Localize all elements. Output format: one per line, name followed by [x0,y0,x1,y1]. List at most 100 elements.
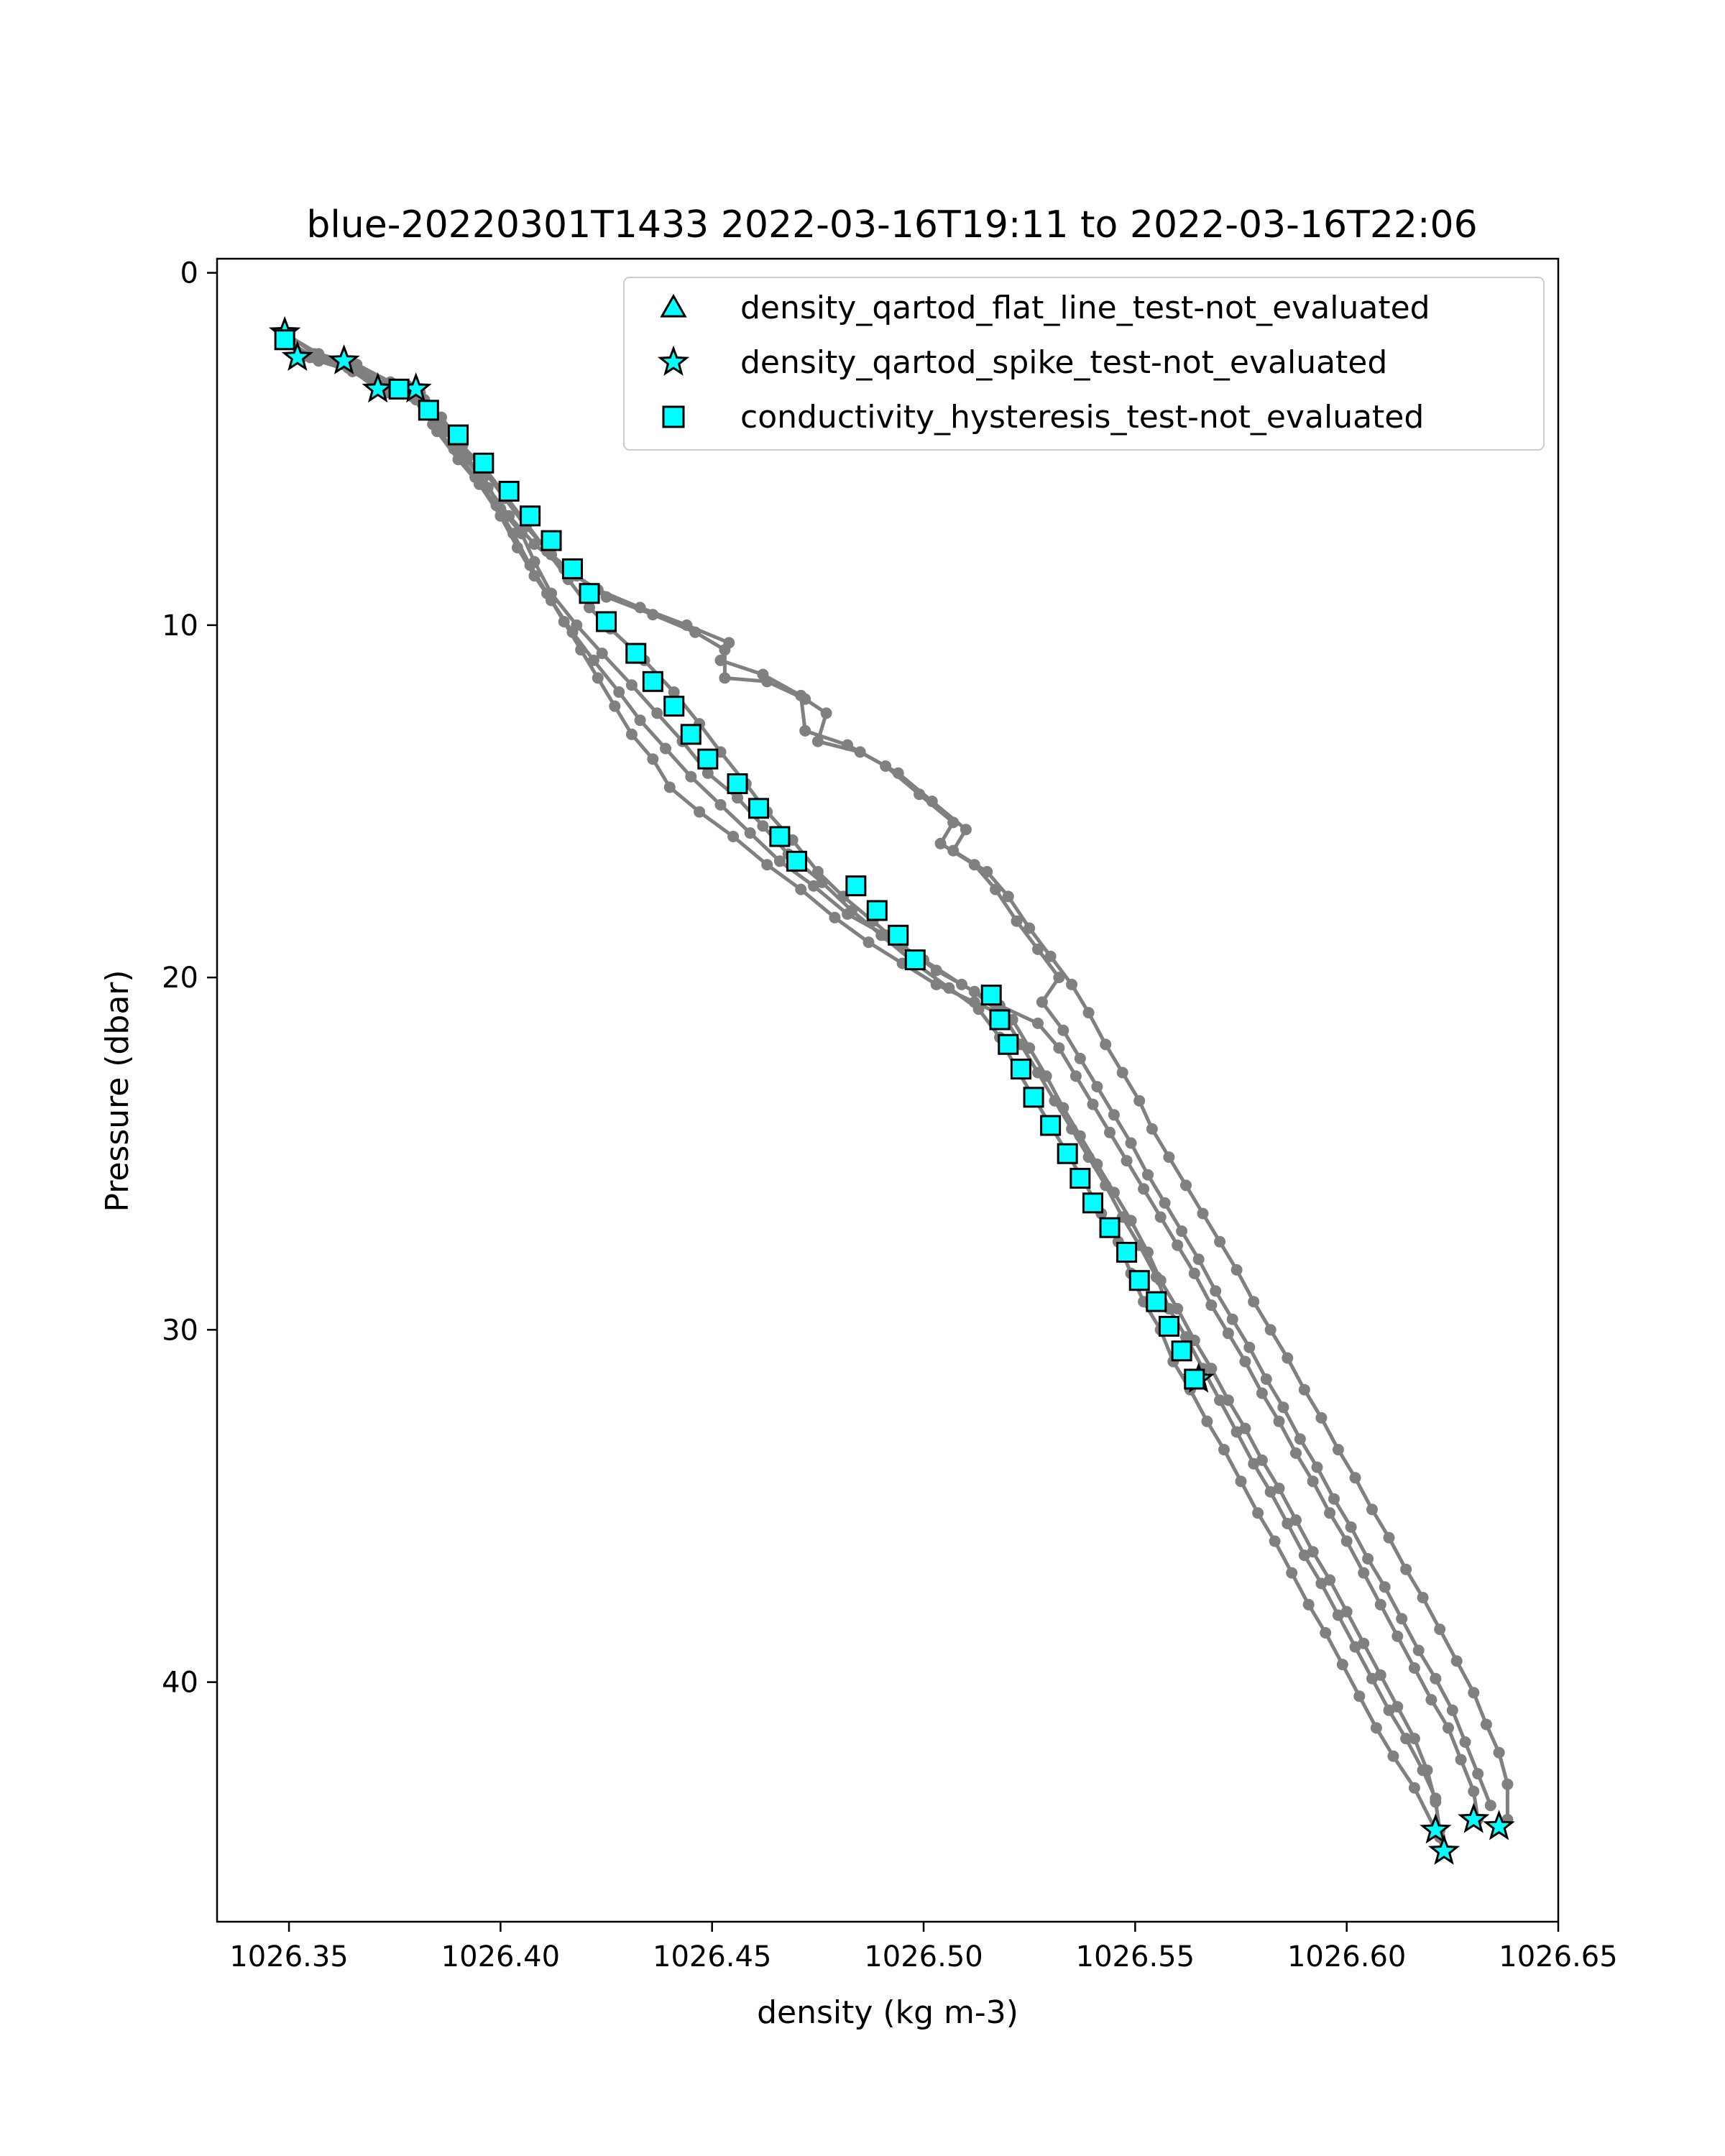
profile-point [773,855,786,867]
square-marker [866,900,888,921]
profile-point [1370,1722,1382,1734]
profile-point [1197,1207,1209,1220]
profile-point [1116,1067,1128,1079]
profile-point [609,700,621,712]
profile-point [1434,1623,1446,1636]
square-marker [625,642,647,664]
profile-lines [279,327,1514,1857]
profile-point [1192,1253,1205,1266]
profile-point [1264,1324,1276,1336]
profile-point [1159,1197,1171,1209]
profile-point [1336,1659,1348,1671]
square-marker [748,798,769,819]
square-marker [1070,1168,1091,1189]
square-marker [1146,1291,1167,1312]
profile-point [1172,1303,1184,1314]
profile-point [681,619,693,631]
profile-point [625,679,638,691]
square-marker [904,949,926,971]
profile-point [1408,1782,1420,1794]
profile-point [584,602,595,614]
profile-point [757,820,769,832]
profile-point [1446,1704,1458,1716]
profile-point [1358,1567,1370,1579]
square-marker [473,452,494,474]
profile-point [634,602,646,614]
profile-point [1142,1169,1154,1181]
profile-point [1332,1444,1344,1456]
square-marker [1171,1340,1192,1362]
profile-point [1176,1225,1188,1238]
profile-point [1324,1574,1336,1586]
profile-point [625,728,638,740]
square-marker [727,773,748,794]
profile-point [1146,1123,1158,1135]
profile-point [1205,1299,1218,1312]
profile-point [960,824,972,836]
square-marker [786,850,807,872]
legend-label: density_qartod_flat_line_test-not_evalua… [740,290,1430,326]
profile-point [1070,1070,1082,1082]
profile-point [1032,1017,1044,1029]
profile-point [668,686,680,698]
profile-point [1260,1373,1272,1385]
square-marker [1184,1368,1205,1390]
profile-point [651,707,663,719]
profile-point [880,760,892,772]
profile-point [1256,1454,1268,1466]
profile-point [1302,1598,1315,1611]
profile-point [1408,1662,1420,1674]
profile-point [1180,1179,1192,1192]
profile-point [1154,1211,1167,1223]
star-marker [1427,1834,1460,1865]
square-marker [418,400,439,421]
profile-point [1311,1461,1323,1473]
legend-star-marker [657,345,690,376]
profile-point [1074,1052,1086,1064]
profile-point [592,672,604,684]
profile-point [1430,1672,1442,1685]
square-marker [274,329,295,351]
profile-point [685,770,697,783]
profile-point [1087,1098,1099,1110]
square-marker [561,558,583,579]
square-marker [888,924,909,946]
profile-point [1349,1472,1361,1484]
profile-point [862,936,875,949]
profile-point [761,859,773,871]
profile-point [1057,1024,1070,1036]
profile-point [1163,1151,1175,1164]
profile-point [795,689,807,701]
profile-point [1154,1274,1167,1286]
profile-point [1340,1535,1353,1547]
square-marker [1082,1192,1103,1214]
profile-point [1353,1690,1366,1703]
profile-point [647,753,659,765]
square-marker [579,583,600,604]
profile-point [1472,1768,1484,1780]
star-marker [1420,1813,1452,1844]
x-tick-label: 1026.45 [653,1940,771,1973]
profile-point [1396,1613,1408,1625]
square-marker [980,985,1002,1006]
profile-point [727,831,740,842]
profile-line [288,341,1480,1820]
profile-point [524,559,536,571]
square-marker [1010,1059,1031,1080]
profile-point [1230,1264,1243,1276]
profile-point [1421,1764,1433,1777]
profile-point [1091,1081,1103,1093]
square-marker [1116,1242,1138,1263]
profile-point [575,644,587,656]
profile-point [1091,1158,1103,1170]
y-tick-label: 30 [162,1314,198,1347]
profile-point [1408,1733,1420,1745]
profile-point [1133,1095,1146,1107]
profile-point [1362,1553,1374,1565]
y-tick-label: 0 [180,257,198,290]
profile-point [1493,1746,1505,1759]
profile-point [1248,1296,1260,1308]
profile-point [1036,996,1048,1008]
profile-point [1282,1352,1294,1364]
